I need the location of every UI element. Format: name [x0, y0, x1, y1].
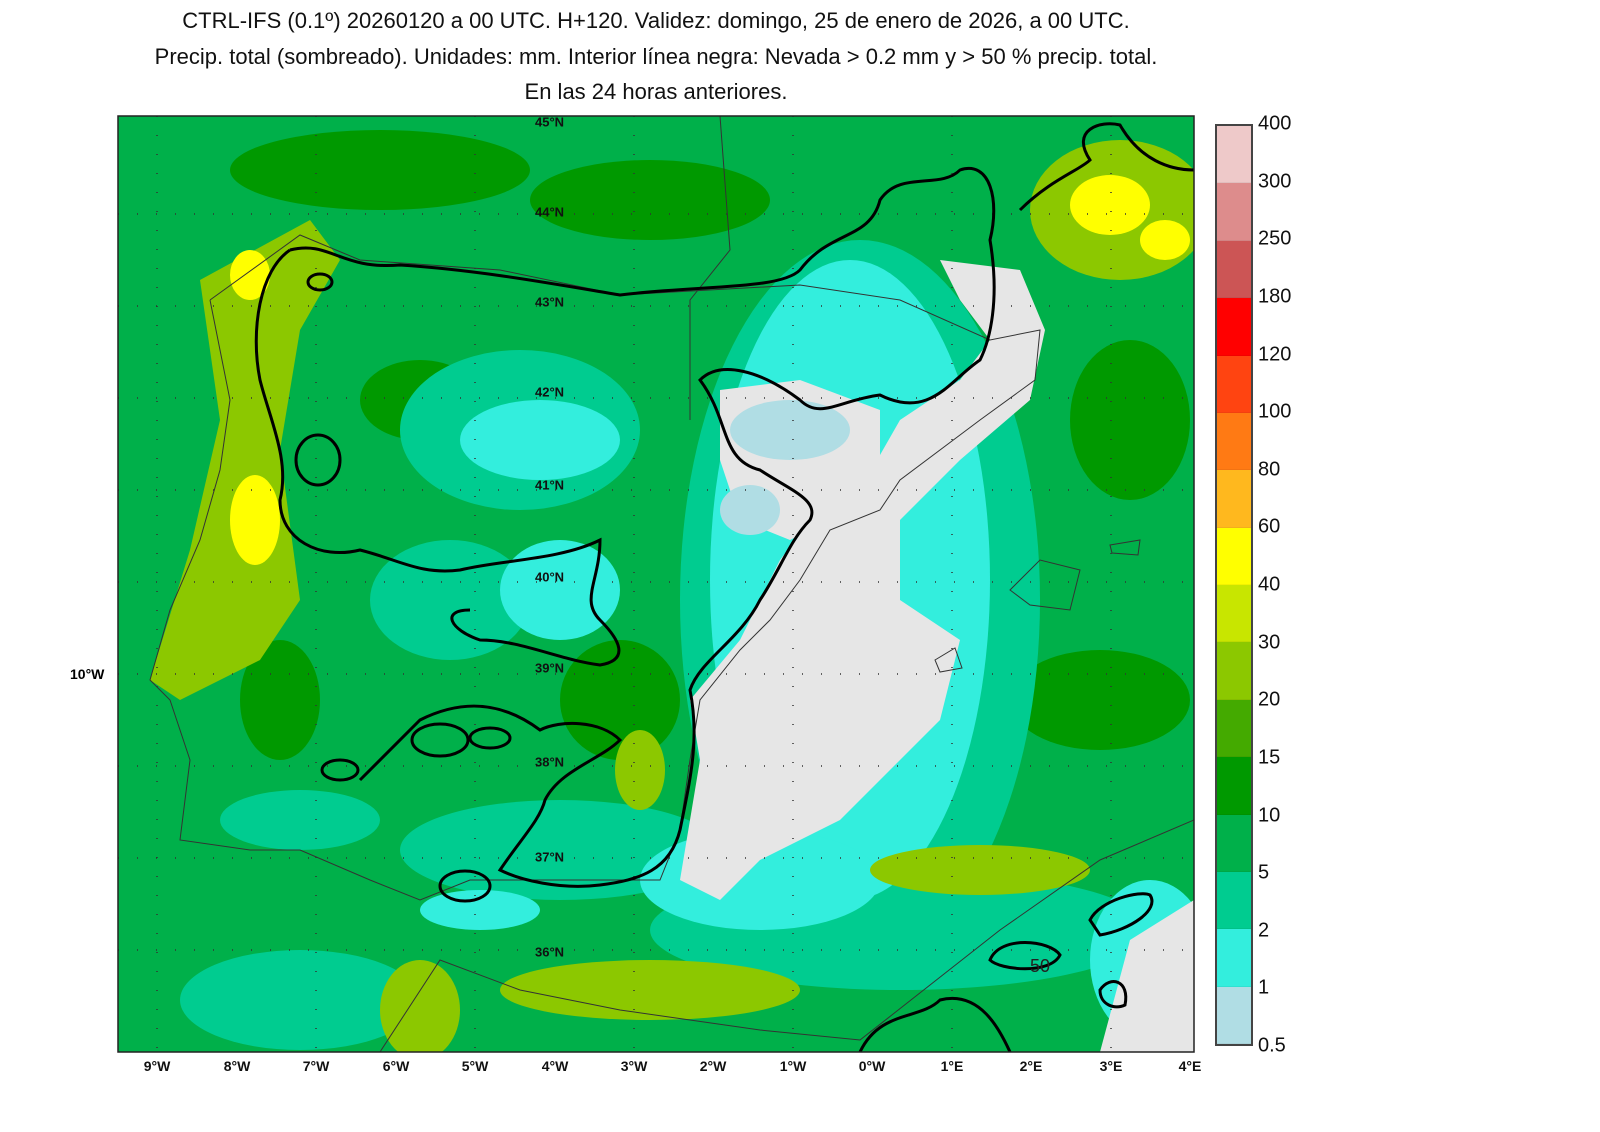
title-line-3: En las 24 horas anteriores. [524, 79, 788, 104]
lat-label: 45°N [535, 114, 565, 130]
colorbar-label: 80 [1258, 458, 1281, 481]
lon-label: 7°W [302, 1058, 330, 1074]
lat-label: 38°N [535, 754, 565, 770]
lat-label: 42°N [535, 384, 565, 400]
colorbar-segment [1217, 929, 1251, 987]
lon-label: 3°E [1099, 1058, 1123, 1074]
colorbar-segment [1217, 527, 1251, 585]
colorbar-label: 20 [1258, 688, 1281, 711]
colorbar-segment [1217, 871, 1251, 930]
colorbar-label: 60 [1258, 515, 1281, 538]
colorbar-label: 250 [1258, 227, 1292, 250]
left-lon-label: 10°W [70, 666, 105, 682]
colorbar-segment [1217, 126, 1251, 184]
colorbar-segment [1217, 757, 1251, 815]
colorbar-segment [1217, 412, 1251, 471]
snow-contour [254, 122, 1194, 1052]
colorbar-label: 40 [1258, 573, 1281, 596]
coastline [149, 116, 1194, 1052]
lon-label: 1°E [940, 1058, 964, 1074]
lon-label: 5°W [461, 1058, 489, 1074]
colorbar-label: 2 [1258, 919, 1270, 942]
colorbar-segment [1217, 470, 1251, 528]
colorbar-segment [1217, 585, 1251, 643]
colorbar-segment [1217, 814, 1251, 872]
colorbar-label: 5 [1258, 861, 1270, 884]
colorbar-label: 400 [1258, 112, 1292, 135]
colorbar-label: 1 [1258, 976, 1270, 999]
colorbar-label: 300 [1258, 170, 1292, 193]
lon-label: 4°E [1178, 1058, 1202, 1074]
grid-lines [118, 116, 1194, 1052]
precip-field-lime [150, 140, 1194, 1052]
colorbar-label: 15 [1258, 746, 1281, 769]
colorbar [1215, 124, 1253, 1046]
colorbar-label: 0.5 [1258, 1034, 1286, 1057]
colorbar-segment [1217, 986, 1251, 1044]
lon-label: 9°W [143, 1058, 171, 1074]
title-line-2: Precip. total (sombreado). Unidades: mm.… [154, 44, 1158, 69]
lon-label: 6°W [382, 1058, 410, 1074]
lat-label: 39°N [535, 660, 565, 676]
colorbar-segment [1217, 355, 1251, 413]
colorbar-label: 30 [1258, 631, 1281, 654]
lat-label: 36°N [535, 944, 565, 960]
contour-label: 50 [1030, 956, 1050, 976]
colorbar-segment [1217, 240, 1251, 299]
lon-label: 3°W [620, 1058, 648, 1074]
colorbar-segment [1217, 298, 1251, 356]
lon-label: 4°W [541, 1058, 569, 1074]
precip-field-yellow [230, 175, 1190, 565]
colorbar-segment [1217, 642, 1251, 700]
colorbar-label: 100 [1258, 400, 1292, 423]
lat-label: 43°N [535, 294, 565, 310]
lat-label: 41°N [535, 477, 565, 493]
lon-label: 1°W [779, 1058, 807, 1074]
lon-label: 2°W [699, 1058, 727, 1074]
title-line-1: CTRL-IFS (0.1º) 20260120 a 00 UTC. H+120… [182, 8, 1130, 33]
lat-label: 40°N [535, 569, 565, 585]
precip-field-light-blue [720, 400, 850, 535]
lon-label: 8°W [223, 1058, 251, 1074]
map-frame [117, 115, 1195, 1053]
colorbar-segment [1217, 699, 1251, 758]
colorbar-segment [1217, 183, 1251, 241]
colorbar-label: 180 [1258, 285, 1292, 308]
lat-label: 37°N [535, 849, 565, 865]
lat-label: 44°N [535, 204, 565, 220]
colorbar-label: 120 [1258, 343, 1292, 365]
colorbar-label: 10 [1258, 804, 1281, 826]
lon-label: 0°W [858, 1058, 886, 1074]
lon-label: 2°E [1019, 1058, 1043, 1074]
